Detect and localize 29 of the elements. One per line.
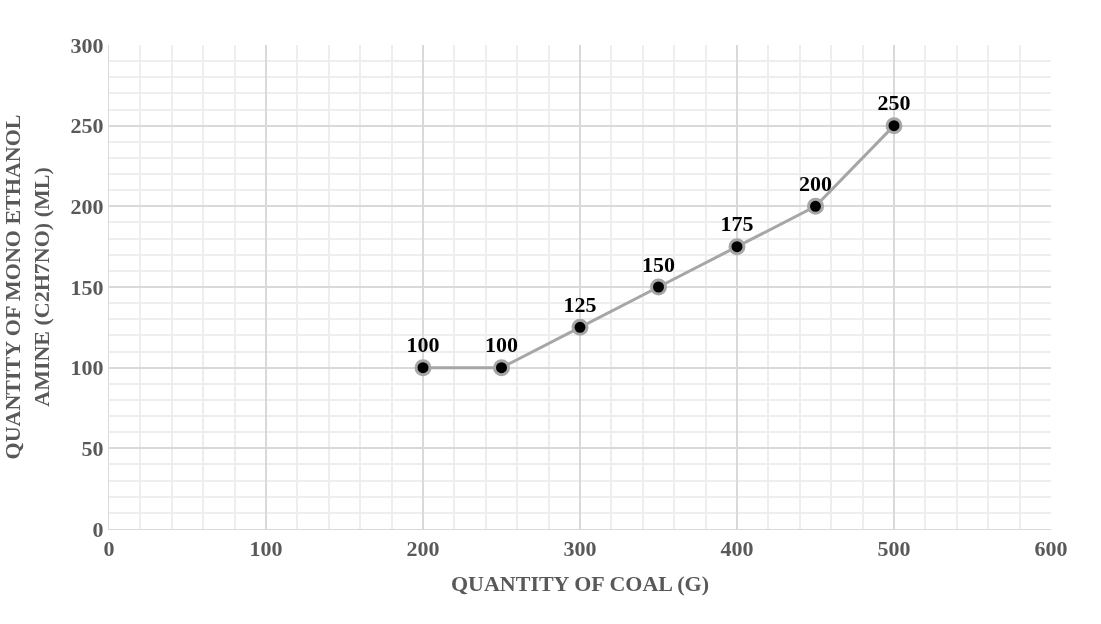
x-tick-label: 300: [563, 536, 597, 562]
x-tick-label: 200: [406, 536, 440, 562]
y-tick-label: 300: [70, 32, 104, 58]
data-label: 200: [799, 171, 832, 197]
point: [885, 117, 903, 135]
data-label: 250: [877, 90, 911, 116]
y-tick-label: 50: [81, 436, 104, 462]
data-label: 150: [642, 251, 675, 277]
y-axis-title: QUANTITY OF MONO ETHANOL AMINE (C2H7NO) (ML): [0, 114, 54, 460]
x-tick-label: 400: [720, 536, 754, 562]
y-tick-label: 150: [70, 274, 104, 300]
point: [650, 278, 667, 296]
data-label: 100: [406, 332, 440, 358]
y-tick-label: 250: [70, 113, 104, 139]
x-tick-label: 500: [877, 536, 911, 562]
point: [728, 238, 746, 256]
x-tick-label: 100: [249, 536, 283, 562]
y-tick-label: 0: [92, 516, 104, 542]
y-tick-label: 100: [70, 355, 104, 381]
point: [493, 359, 510, 377]
point: [571, 318, 589, 336]
data-label: 175: [720, 211, 754, 237]
data-label: 100: [485, 332, 518, 358]
point: [807, 197, 824, 215]
data-label: 125: [563, 292, 597, 318]
point: [414, 359, 432, 377]
x-axis-title: QUANTITY OF COAL (G): [450, 571, 710, 597]
y-tick-label: 200: [70, 194, 104, 220]
x-tick-label: 600: [1034, 536, 1068, 562]
